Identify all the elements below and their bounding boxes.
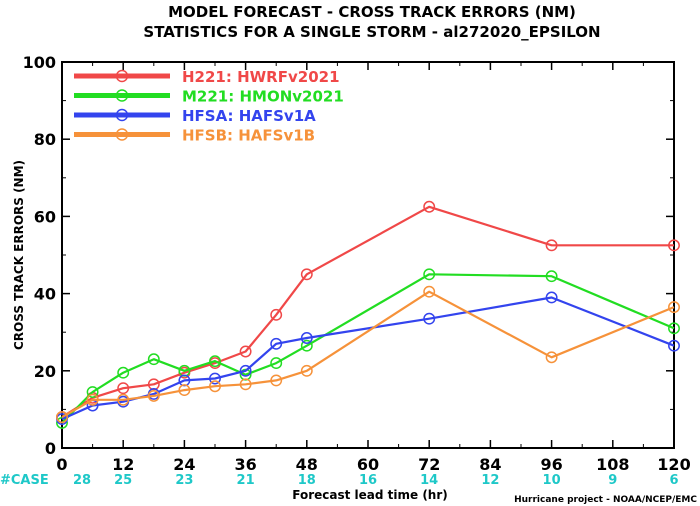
- data-point: [209, 372, 221, 385]
- y-tick-label: 100: [23, 53, 56, 72]
- chart-subtitle: STATISTICS FOR A SINGLE STORM - al272020…: [143, 23, 600, 41]
- case-count: 6: [669, 473, 678, 488]
- y-tick-label: 80: [34, 130, 56, 149]
- data-point: [545, 291, 558, 304]
- data-point: [56, 416, 68, 429]
- x-tick-label: 36: [234, 455, 256, 474]
- x-tick-label: 96: [540, 455, 562, 474]
- data-point: [270, 337, 283, 350]
- data-point: [86, 386, 99, 398]
- case-count: 10: [543, 473, 561, 488]
- data-point: [423, 268, 436, 281]
- credit-text: Hurricane project - NOAA/NCEP/EMC: [514, 495, 697, 505]
- series-line: [61, 273, 675, 424]
- x-tick-label: 0: [56, 455, 67, 474]
- data-point: [86, 393, 99, 406]
- data-point: [270, 374, 283, 387]
- data-point: [423, 200, 436, 213]
- legend-label: HFSA: HAFSv1A: [182, 107, 316, 125]
- y-tick-label: 0: [45, 439, 56, 458]
- chart-title: MODEL FORECAST - CROSS TRACK ERRORS (NM): [168, 3, 576, 21]
- data-point: [239, 345, 252, 358]
- series-1: [56, 268, 680, 429]
- legend-label: M221: HMONv2021: [182, 88, 344, 106]
- legend-marker: [115, 89, 129, 102]
- data-point: [423, 312, 436, 325]
- legend-label: HFSB: HAFSv1B: [182, 127, 315, 145]
- legend-marker: [115, 128, 129, 141]
- data-point: [270, 357, 283, 370]
- legend-marker: [115, 69, 129, 83]
- data-point: [147, 389, 160, 402]
- case-count: 21: [237, 473, 255, 488]
- case-count: 28: [73, 473, 91, 488]
- data-point: [56, 411, 68, 424]
- y-tick-label: 40: [34, 285, 56, 304]
- data-point: [668, 339, 680, 352]
- case-count: 16: [359, 473, 377, 488]
- series-line: [61, 205, 674, 419]
- case-label: #CASE: [0, 473, 49, 488]
- case-count: 23: [175, 473, 193, 488]
- x-tick-label: 60: [357, 455, 379, 474]
- case-count: 9: [608, 473, 617, 488]
- data-point: [147, 353, 160, 366]
- case-count: 14: [420, 473, 438, 488]
- data-point: [668, 301, 680, 314]
- data-point: [209, 380, 221, 393]
- data-point: [239, 378, 252, 391]
- data-point: [178, 384, 191, 397]
- data-point: [668, 239, 680, 252]
- case-count: 25: [114, 473, 132, 488]
- x-tick-label: 120: [657, 455, 690, 474]
- case-count: 12: [481, 473, 499, 488]
- data-point: [209, 355, 221, 368]
- data-point: [423, 285, 436, 298]
- y-tick-label: 20: [34, 362, 56, 381]
- data-point: [239, 364, 252, 377]
- x-tick-label: 84: [479, 455, 501, 474]
- data-point: [117, 366, 130, 379]
- data-point: [545, 270, 558, 283]
- y-axis-label: CROSS TRACK ERRORS (NM): [12, 160, 26, 350]
- x-tick-label: 12: [112, 455, 134, 474]
- x-axis-label: Forecast lead time (hr): [292, 488, 448, 502]
- x-tick-label: 72: [418, 455, 440, 474]
- case-count: 18: [298, 473, 316, 488]
- data-point: [300, 364, 313, 377]
- x-tick-label: 24: [173, 455, 195, 474]
- legend-marker: [115, 108, 129, 122]
- data-point: [300, 339, 313, 352]
- data-point: [300, 332, 313, 344]
- data-point: [668, 322, 680, 335]
- data-point: [545, 239, 558, 252]
- y-tick-label: 60: [34, 207, 56, 226]
- data-point: [117, 393, 130, 406]
- data-point: [117, 382, 130, 395]
- legend-label: H221: HWRFv2021: [182, 68, 340, 86]
- series-2: [56, 291, 680, 425]
- series-3: [56, 285, 680, 424]
- data-point: [270, 308, 283, 321]
- x-tick-label: 48: [296, 455, 318, 474]
- data-point: [300, 268, 313, 281]
- x-tick-label: 108: [596, 455, 629, 474]
- data-point: [545, 351, 558, 364]
